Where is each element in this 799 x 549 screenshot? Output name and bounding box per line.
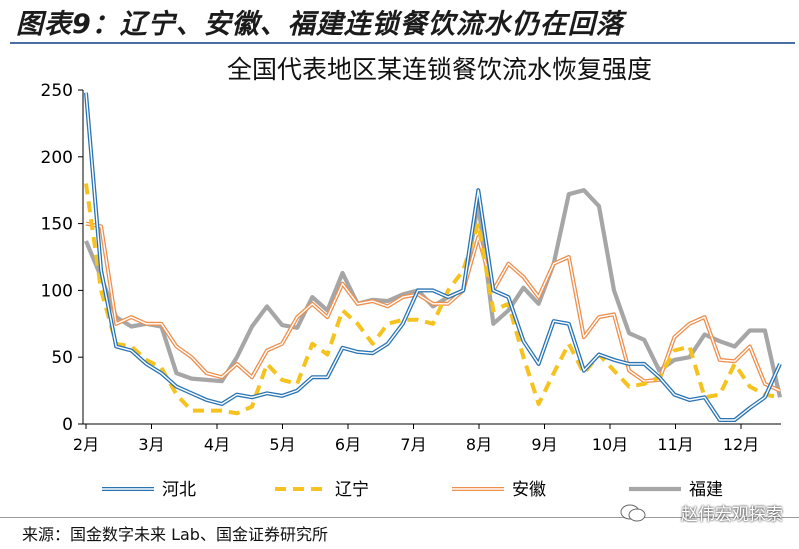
watermark: 赵伟宏观探索 xyxy=(681,505,783,525)
legend-label-3: 福建 xyxy=(689,480,723,500)
x-tick-label-9: 11月 xyxy=(657,435,693,454)
x-tick-label-3: 5月 xyxy=(269,435,295,454)
x-tick-label-2: 4月 xyxy=(204,435,230,454)
y-tick-label-0: 0 xyxy=(62,415,73,435)
y-tick-label-100: 100 xyxy=(41,281,73,301)
x-tick-label-1: 3月 xyxy=(138,435,164,454)
legend-label-2: 安徽 xyxy=(512,480,546,500)
y-tick-label-200: 200 xyxy=(41,148,73,168)
x-tick-label-6: 8月 xyxy=(466,435,492,454)
x-tick-label-5: 7月 xyxy=(400,435,426,454)
y-tick-label-150: 150 xyxy=(41,215,73,235)
x-tick-label-7: 9月 xyxy=(531,435,557,454)
title-divider xyxy=(10,42,795,44)
x-tick-label-10: 12月 xyxy=(723,435,759,454)
series-line-0 xyxy=(84,92,782,422)
wechat-icon xyxy=(620,504,646,522)
series-line-1 xyxy=(84,183,781,416)
x-tick-label-4: 6月 xyxy=(335,435,361,454)
source-divider xyxy=(0,517,799,518)
figure-title: 图表9：辽宁、安徽、福建连锁餐饮流水仍在回落 xyxy=(16,9,624,40)
source-note: 来源：国金数字未来 Lab、国金证券研究所 xyxy=(22,525,328,544)
y-tick-label-250: 250 xyxy=(41,81,73,101)
series-line-inner-0 xyxy=(85,92,781,421)
legend-label-1: 辽宁 xyxy=(335,480,369,500)
x-tick-label-0: 2月 xyxy=(73,435,99,454)
series-line-3 xyxy=(84,188,783,398)
y-tick-label-50: 50 xyxy=(51,348,73,368)
legend-label-0: 河北 xyxy=(162,480,196,500)
chart-title: 全国代表地区某连锁餐饮流水恢复强度 xyxy=(226,55,652,84)
x-tick-label-8: 10月 xyxy=(592,435,628,454)
